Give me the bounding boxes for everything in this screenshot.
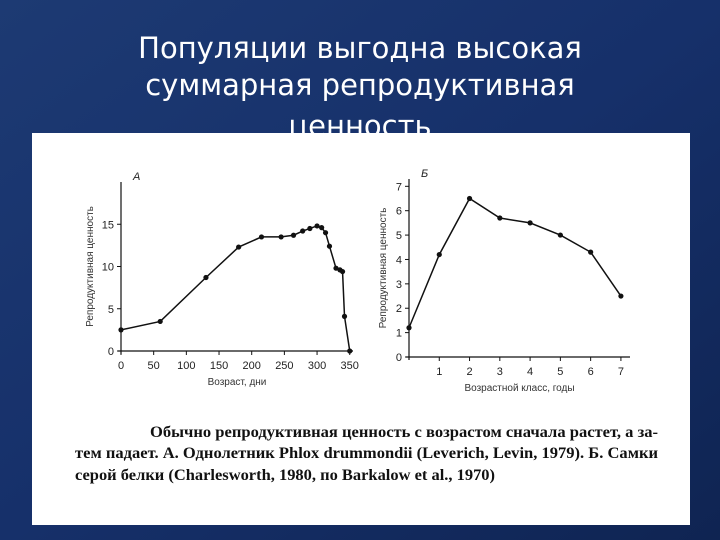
data-point: [436, 251, 442, 258]
data-line: [408, 197, 622, 329]
data-point: [157, 318, 163, 325]
data-point: [618, 293, 624, 299]
y-tick-label: 3: [396, 279, 402, 291]
x-tick-label: 100: [177, 360, 195, 372]
x-tick-label: 50: [148, 360, 160, 372]
data-point: [258, 234, 265, 240]
x-tick-label: 6: [588, 366, 594, 378]
y-tick-label: 7: [396, 181, 402, 193]
data-point: [497, 215, 503, 221]
panel-label: А: [132, 171, 140, 183]
y-tick-label: 1: [396, 328, 402, 340]
x-tick-label: 7: [618, 366, 624, 378]
data-point: [278, 234, 284, 240]
x-tick-label: 4: [527, 366, 533, 378]
panel-label: Б: [421, 168, 428, 180]
y-tick-label: 2: [396, 303, 402, 315]
data-point: [406, 325, 412, 331]
data-point: [341, 313, 348, 319]
data-point: [466, 195, 473, 202]
data-point: [339, 268, 346, 275]
x-tick-label: 5: [557, 366, 563, 378]
x-tick-label: 150: [210, 360, 228, 372]
data-point: [236, 244, 242, 250]
x-tick-label: 2: [466, 366, 472, 378]
slide-title-line: Популяции выгодна высокая: [138, 31, 582, 65]
x-tick-label: 250: [275, 360, 293, 372]
data-point: [290, 232, 297, 238]
y-axis-title: Репродуктивная ценность: [378, 208, 389, 329]
data-point: [300, 228, 306, 234]
y-tick-label: 0: [396, 352, 402, 364]
data-point: [527, 220, 533, 226]
y-tick-label: 0: [108, 346, 114, 358]
data-point: [319, 225, 325, 231]
image-panel: [32, 133, 690, 525]
x-tick-label: 0: [118, 360, 124, 372]
y-tick-label: 10: [102, 262, 114, 274]
x-axis-title: Возрастной класс, годы: [464, 383, 574, 394]
x-tick-label: 350: [341, 360, 359, 372]
data-point: [326, 243, 333, 249]
caption-line: серой белки (Charlesworth, 1980, по Bark…: [75, 467, 495, 484]
x-tick-label: 300: [308, 360, 326, 372]
slide-title-line: суммарная репродуктивная: [145, 68, 575, 102]
x-axis-title: Возраст, дни: [208, 377, 267, 388]
y-tick-label: 5: [396, 230, 402, 242]
y-tick-label: 5: [108, 304, 114, 316]
x-tick-label: 1: [436, 366, 442, 378]
data-point: [314, 223, 320, 229]
y-axis-title: Репродуктивная ценность: [85, 206, 96, 327]
y-tick-label: 4: [396, 254, 402, 266]
data-point: [118, 327, 124, 333]
caption-line: тем падает. А. Однолетник Phlox drummond…: [75, 445, 658, 462]
data-point: [203, 274, 209, 281]
data-point: [333, 265, 339, 271]
x-tick-label: 3: [497, 366, 503, 378]
y-tick-label: 6: [396, 206, 402, 218]
caption-line: Обычно репродуктивная ценность с возраст…: [150, 424, 658, 441]
data-point: [557, 232, 563, 238]
data-point: [307, 225, 313, 232]
data-point: [588, 249, 594, 255]
data-point: [322, 230, 329, 236]
data-point: [347, 348, 353, 354]
y-tick-label: 15: [102, 219, 114, 231]
x-tick-label: 200: [243, 360, 261, 372]
